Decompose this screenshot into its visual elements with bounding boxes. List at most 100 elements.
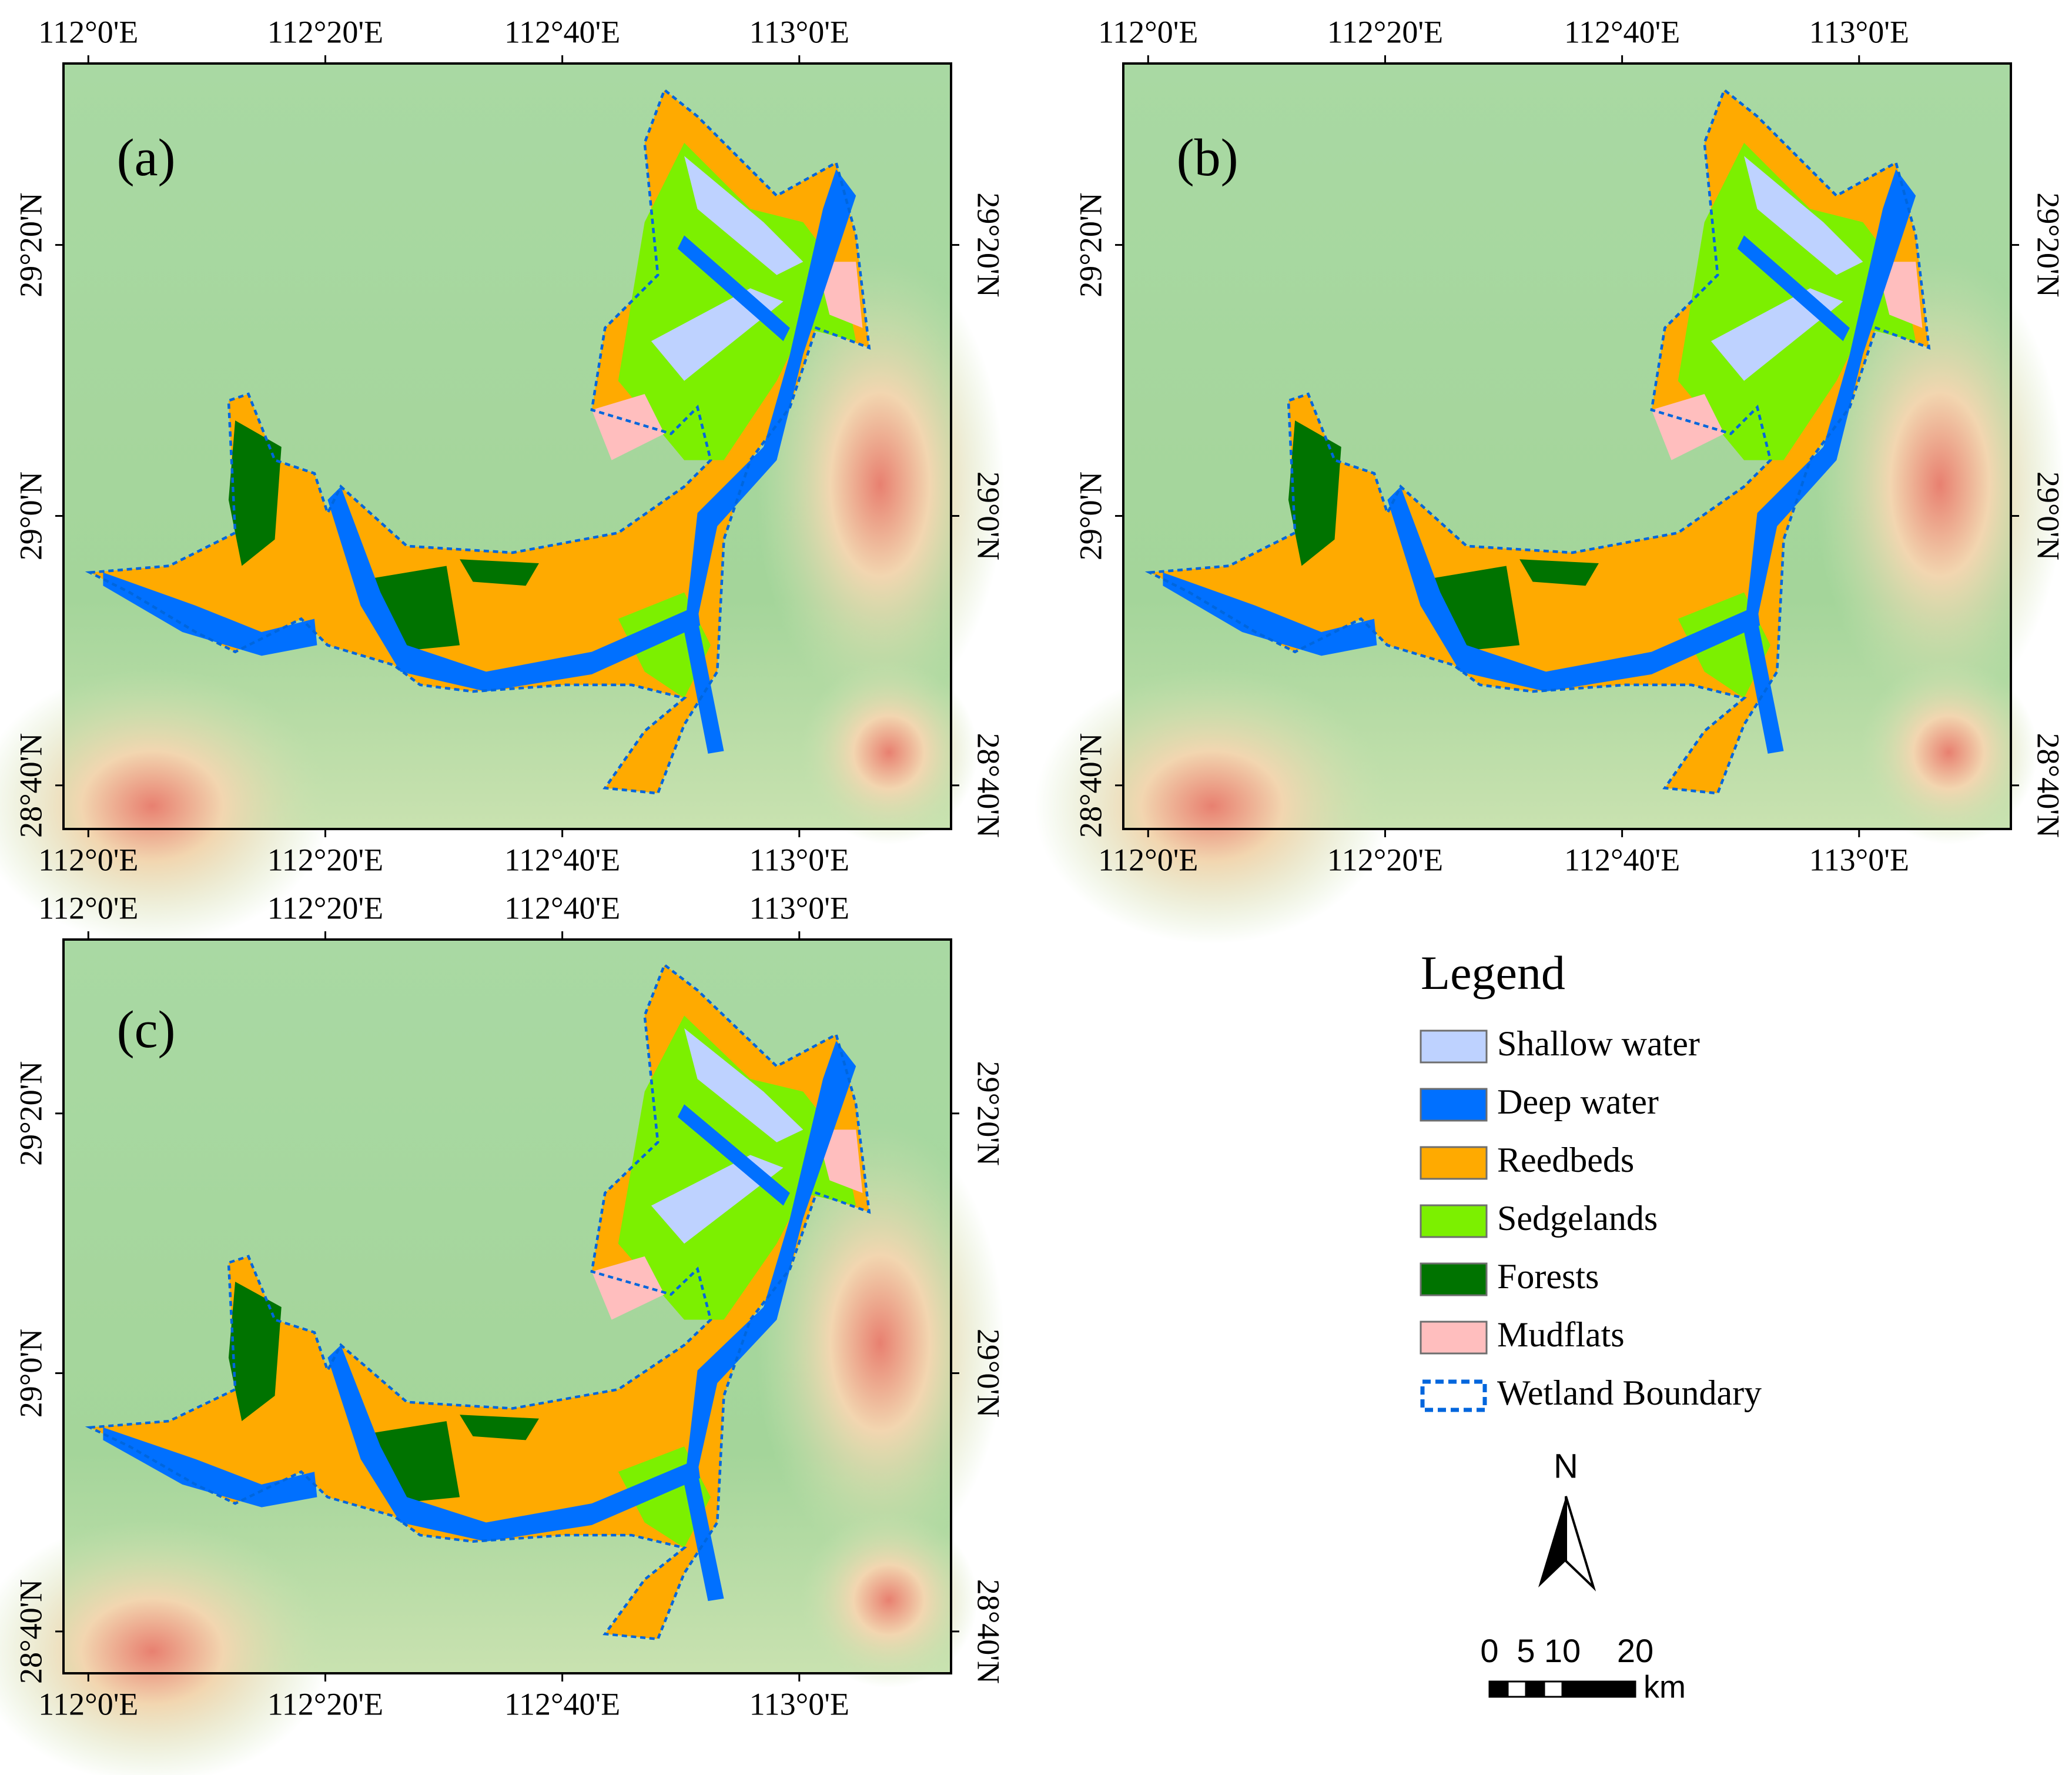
mudflats: [591, 394, 665, 460]
legend-label: Shallow water: [1497, 1024, 1700, 1063]
legend-label: Mudflats: [1497, 1315, 1625, 1354]
scale-segment: [1561, 1680, 1636, 1698]
deep-water: [677, 235, 790, 342]
forests: [460, 559, 539, 586]
lon-label: 112°0'E: [38, 14, 138, 49]
deep-water: [677, 1104, 790, 1206]
map-panel: (a) 112°0'E 112°0'E 112°20'E 112°20'E 112°40'…: [0, 14, 1006, 944]
lon-label: 112°20'E: [1327, 14, 1443, 49]
lon-label: 112°0'E: [38, 842, 138, 877]
lon-label: 112°20'E: [267, 890, 383, 925]
terrain: [1860, 660, 2038, 845]
lat-label: 28°40'N: [1073, 733, 1108, 838]
lon-label: 112°40'E: [504, 890, 620, 925]
lat-label: 29°20'N: [2031, 192, 2066, 297]
terrain: [800, 660, 978, 845]
legend-swatch: [1420, 1029, 1488, 1064]
lon-label: 112°0'E: [1098, 14, 1198, 49]
lat-label: 29°20'N: [971, 192, 1006, 297]
lat-label: 29°0'N: [971, 472, 1006, 560]
lon-label: 112°40'E: [1564, 842, 1680, 877]
scale-segment: [1525, 1680, 1545, 1698]
map-panel: (b) 112°0'E 112°0'E 112°20'E 112°20'E 112°40'…: [1035, 14, 2066, 944]
wetland: [85, 962, 871, 1641]
lon-label: 112°20'E: [267, 842, 383, 877]
lon-label: 112°0'E: [1098, 842, 1198, 877]
legend-label: Reedbeds: [1497, 1141, 1634, 1179]
lat-label: 29°20'N: [1073, 192, 1108, 297]
lat-label: 28°40'N: [2031, 733, 2066, 838]
shallow-water: [684, 1028, 804, 1142]
deep-water: [1163, 572, 1377, 656]
lon-label: 112°40'E: [504, 14, 620, 49]
forests: [1288, 420, 1341, 566]
arrow-left: [1538, 1496, 1566, 1587]
legend-swatch: [1420, 1088, 1488, 1122]
wetland-boundary: [85, 88, 871, 795]
lon-label: 112°40'E: [504, 842, 620, 877]
legend-title: Legend: [1421, 946, 1565, 1000]
terrain: [0, 1519, 330, 1775]
lat-label: 29°0'N: [1073, 472, 1108, 560]
scale-unit: km: [1643, 1669, 1686, 1704]
map-frame: [1122, 62, 2012, 830]
scale-segment: [1488, 1680, 1509, 1698]
legend: Legend Shallow water Deep water Reedbeds Sed…: [1420, 946, 1762, 1412]
legend-swatch: [1420, 1204, 1488, 1238]
lon-label: 112°40'E: [1564, 14, 1680, 49]
scale-label: 5: [1517, 1632, 1535, 1669]
deep-water: [684, 1041, 856, 1602]
terrain: [800, 1512, 978, 1688]
lat-label: 29°20'N: [13, 1061, 48, 1166]
lon-label: 112°40'E: [504, 1686, 620, 1721]
terrain: [755, 1122, 1005, 1563]
legend-label: Sedgelands: [1497, 1199, 1658, 1238]
lat-label: 29°20'N: [971, 1061, 1006, 1166]
forests: [1519, 559, 1599, 586]
terrain: [1815, 255, 2064, 714]
lat-label: 29°20'N: [13, 192, 48, 297]
lat-label: 28°40'N: [971, 733, 1006, 838]
lat-label: 28°40'N: [13, 733, 48, 838]
panel-label: (b): [1177, 129, 1238, 187]
lon-label: 112°20'E: [267, 14, 383, 49]
lat-label: 29°0'N: [13, 1329, 48, 1418]
panel-label: (a): [117, 129, 176, 187]
lat-label: 29°0'N: [13, 472, 48, 560]
legend-swatch: [1420, 1379, 1487, 1412]
deep-water: [1737, 235, 1850, 342]
legend-label: Forests: [1497, 1257, 1599, 1296]
lon-label: 113°0'E: [1809, 842, 1909, 877]
legend-label: Wetland Boundary: [1497, 1373, 1762, 1412]
lon-label: 112°0'E: [38, 1686, 138, 1721]
terrain: [755, 255, 1005, 714]
north-arrow: N: [1538, 1447, 1596, 1592]
shallow-water: [1744, 156, 1863, 275]
legend-label: Deep water: [1497, 1082, 1659, 1121]
wetland: [1144, 88, 1931, 795]
mudflats: [591, 1256, 665, 1320]
mudflats: [1651, 394, 1725, 460]
panel-label: (c): [117, 1001, 176, 1059]
lon-label: 113°0'E: [749, 1686, 849, 1721]
north-label: N: [1554, 1447, 1578, 1485]
forests: [460, 1415, 539, 1440]
lat-label: 28°40'N: [13, 1579, 48, 1684]
shallow-water: [684, 156, 804, 275]
wetland-boundary: [85, 962, 871, 1641]
scale-segment: [1507, 1680, 1527, 1698]
lon-label: 112°0'E: [38, 890, 138, 925]
deep-water: [103, 572, 317, 656]
scale-label: 20: [1617, 1632, 1653, 1669]
forests: [228, 420, 282, 566]
legend-swatch: [1420, 1321, 1488, 1355]
deep-water: [1744, 169, 1916, 754]
scale-segment: [1543, 1680, 1564, 1698]
deep-water: [103, 1427, 317, 1507]
lat-label: 29°0'N: [971, 1329, 1006, 1418]
lat-label: 28°40'N: [971, 1579, 1006, 1684]
lon-label: 113°0'E: [749, 842, 849, 877]
scale-label: 0: [1480, 1632, 1498, 1669]
deep-water: [684, 169, 856, 754]
lat-label: 29°0'N: [2031, 472, 2066, 560]
